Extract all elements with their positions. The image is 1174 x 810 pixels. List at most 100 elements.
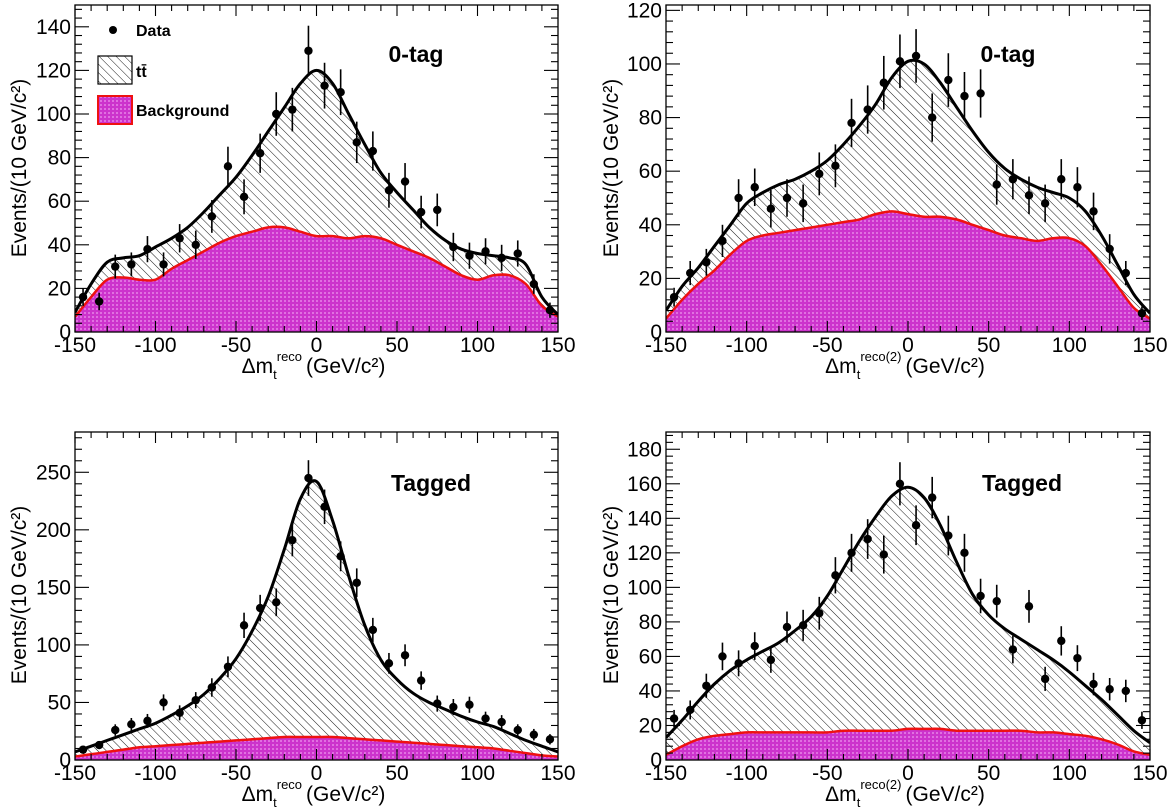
legend-signal-label: tt̄ — [136, 63, 147, 81]
x-tick-label: -50 — [221, 762, 251, 785]
y-tick-label: 100 — [36, 103, 71, 126]
data-point — [1089, 679, 1098, 689]
x-tick-label: 50 — [977, 334, 1000, 357]
data-point — [384, 186, 394, 195]
y-tick-label: 120 — [627, 0, 662, 22]
y-tick-label: 250 — [36, 461, 71, 484]
data-point — [879, 78, 888, 87]
data-point — [831, 161, 840, 171]
x-tick-label: 150 — [1132, 762, 1167, 785]
data-point — [513, 725, 522, 735]
x-tick-label: 0 — [902, 762, 914, 785]
data-point — [1073, 653, 1082, 663]
data-point — [1089, 207, 1098, 216]
data-point — [384, 659, 394, 668]
data-point — [960, 91, 969, 101]
y-tick-label: 100 — [627, 576, 662, 599]
data-point — [895, 57, 905, 66]
data-point — [847, 548, 856, 558]
data-point — [223, 662, 233, 671]
data-point — [191, 240, 200, 249]
y-tick-label: 20 — [48, 277, 71, 300]
data-point — [895, 479, 905, 488]
x-tick-label: 100 — [1052, 334, 1087, 357]
data-point — [734, 193, 743, 203]
data-point — [669, 292, 679, 302]
data-point — [304, 46, 313, 55]
background-area — [75, 736, 558, 760]
legend: Data tt̄ Background — [97, 23, 229, 125]
data-point — [702, 258, 711, 267]
x-axis-label-unit: (GeV/c²) — [906, 355, 985, 378]
data-point — [782, 622, 792, 632]
x-tick-label: 50 — [977, 762, 1000, 785]
data-point — [1105, 244, 1114, 254]
x-tick-label: -100 — [726, 334, 768, 357]
data-point — [992, 596, 1001, 606]
x-tick-label: 150 — [540, 762, 575, 785]
data-point — [734, 659, 743, 668]
data-point — [352, 578, 361, 587]
x-tick-label: 100 — [460, 334, 495, 357]
x-tick-label: 50 — [385, 762, 408, 785]
total-fit-curve — [666, 485, 1150, 744]
y-tick-label: 50 — [48, 691, 71, 714]
x-axis-label-main: Δm — [825, 355, 857, 378]
data-point — [272, 598, 281, 607]
data-point — [304, 473, 313, 483]
data-point — [928, 113, 937, 122]
x-tick-label: -50 — [812, 334, 842, 357]
data-point — [368, 146, 378, 156]
data-point — [78, 745, 88, 754]
data-point — [1121, 268, 1131, 278]
y-tick-label: 140 — [36, 16, 71, 39]
x-tick-label: 0 — [311, 762, 323, 785]
legend-background-label: Background — [136, 103, 229, 120]
data-point — [78, 292, 88, 302]
signal-area — [75, 480, 558, 760]
chart-panel-bottom-right: -150 -100 -50 0 50 100 150 0 20 40 60 80 100 120 140 16… — [600, 431, 1168, 810]
legend-background-swatch — [97, 95, 133, 125]
y-tick-label: 40 — [639, 680, 662, 703]
data-point — [111, 262, 120, 271]
data-point — [481, 714, 490, 723]
total-fit-curve — [75, 68, 558, 316]
data-point — [207, 212, 217, 221]
data-point — [449, 242, 458, 252]
x-axis-label-main: Δm — [242, 783, 274, 806]
data-point — [433, 205, 442, 215]
legend-data-marker — [109, 26, 117, 34]
data-point — [481, 247, 490, 256]
x-tick-label: -100 — [134, 762, 176, 785]
data-point — [976, 89, 985, 98]
data-point — [766, 204, 776, 213]
data-point — [815, 609, 824, 618]
background-area — [75, 226, 558, 332]
x-axis-label-sub: t — [857, 795, 861, 810]
y-tick-label: 40 — [48, 234, 71, 257]
x-tick-label: 50 — [385, 334, 408, 357]
data-point — [718, 236, 727, 246]
x-axis-label: Δmt reco(2) (GeV/c²) — [825, 777, 985, 810]
data-point — [960, 548, 969, 558]
x-axis-label-sub: t — [857, 367, 861, 382]
data-point — [1137, 309, 1147, 318]
data-point — [239, 621, 249, 630]
data-point — [928, 493, 937, 502]
x-axis-label-sup: reco — [277, 349, 302, 364]
x-tick-label: 150 — [1132, 334, 1167, 357]
y-tick-label: 20 — [639, 267, 662, 290]
y-tick-label: 60 — [639, 160, 662, 183]
data-point — [143, 716, 152, 726]
x-tick-label: -50 — [221, 334, 251, 357]
data-point — [336, 88, 345, 97]
background-area — [666, 728, 1150, 760]
data-point — [718, 652, 727, 661]
data-point — [545, 306, 555, 315]
background-curve — [75, 735, 558, 758]
x-axis-label: Δmtreco (GeV/c²) — [242, 349, 386, 382]
x-axis-label-unit: (GeV/c²) — [906, 783, 985, 806]
y-axis-label: Events/(10 GeV/c²) — [600, 506, 623, 685]
y-tick-label: 0 — [650, 321, 662, 344]
